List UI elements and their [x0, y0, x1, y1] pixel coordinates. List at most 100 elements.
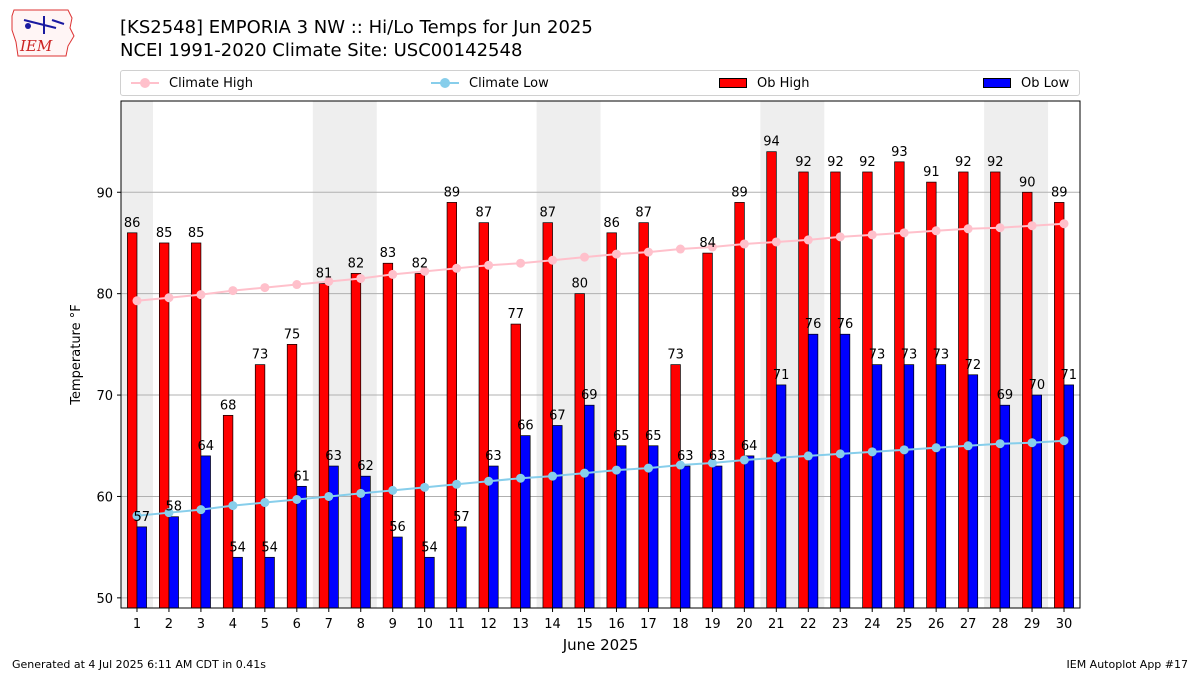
bar-ob-high — [382, 262, 394, 609]
legend-key-climate-high — [131, 76, 159, 90]
x-tick-label: 11 — [448, 617, 465, 632]
bar-value-label: 73 — [252, 348, 269, 363]
climate-high-point — [484, 260, 494, 270]
bar-value-label: 81 — [316, 267, 333, 282]
climate-high-point — [1059, 219, 1069, 229]
climate-high-point — [228, 286, 238, 296]
bar-ob-low — [520, 435, 531, 609]
bar-ob-low — [552, 425, 563, 609]
legend: Climate High Climate Low Ob High Ob Low — [120, 70, 1080, 96]
y-gridlines — [121, 191, 1080, 599]
legend-label: Ob Low — [1021, 75, 1070, 91]
iem-logo: IEM — [11, 9, 75, 57]
bar-value-labels: 86 85 85 68 73 75 81 82 83 82 89 87 77 87 80 86 87 73 84 89… — [124, 135, 1077, 556]
x-axis-label: June 2025 — [562, 636, 639, 654]
bar-value-label: 86 — [603, 216, 620, 231]
bar-value-label: 94 — [763, 135, 780, 150]
bar-value-label: 64 — [741, 439, 758, 454]
climate-high-point — [995, 223, 1005, 233]
x-tick-label: 5 — [261, 617, 269, 632]
bar-value-label: 82 — [348, 256, 365, 271]
generated-timestamp: Generated at 4 Jul 2025 6:11 AM CDT in 0… — [12, 658, 266, 671]
x-tick-label: 23 — [832, 617, 849, 632]
bar-ob-high — [606, 232, 617, 609]
bar-value-label: 71 — [1061, 368, 1078, 383]
bar-value-label: 92 — [955, 155, 972, 170]
climate-high-point — [196, 290, 206, 300]
bar-value-label: 57 — [453, 510, 470, 525]
bar-value-label: 73 — [933, 348, 950, 363]
bar-value-label: 92 — [827, 155, 844, 170]
y-tick-label: 80 — [96, 288, 113, 303]
climate-low-point — [260, 498, 270, 508]
legend-item-climate-high: Climate High — [131, 71, 253, 95]
bar-value-label: 73 — [869, 348, 886, 363]
climate-low-point — [516, 473, 526, 483]
climate-high-point — [739, 239, 749, 249]
bar-value-label: 77 — [508, 307, 525, 322]
bar-ob-low — [903, 364, 915, 609]
x-tick-label: 21 — [768, 617, 785, 632]
bar-value-label: 75 — [284, 327, 301, 342]
climate-high-point — [899, 228, 909, 238]
plot-frame — [120, 100, 1081, 609]
bar-ob-low — [775, 384, 787, 609]
bar-value-label: 87 — [539, 206, 556, 221]
x-tick-label: 8 — [357, 617, 365, 632]
bar-value-label: 65 — [645, 429, 662, 444]
bar-ob-low — [584, 404, 595, 609]
bar-value-label: 65 — [613, 429, 630, 444]
x-tick-label: 10 — [416, 617, 433, 632]
climate-low-point — [771, 453, 781, 463]
x-tick-label: 24 — [864, 617, 881, 632]
x-tick-label: 25 — [896, 617, 913, 632]
bar-value-label: 85 — [156, 226, 173, 241]
climate-low-point — [420, 482, 430, 492]
bar-ob-low — [1063, 384, 1074, 609]
bar-value-label: 63 — [485, 449, 502, 464]
bar-value-label: 90 — [1019, 175, 1036, 190]
legend-key-ob-low — [983, 78, 1011, 88]
bar-ob-high — [958, 171, 969, 609]
climate-high-point — [611, 249, 621, 259]
bar-ob-high — [638, 222, 649, 609]
x-axis-ticks: 1 2 3 4 5 6 7 8 9 10 11 12 13 14 15 16 17 18 19 20 21 22 23 24 2… — [133, 608, 1072, 632]
bar-ob-high — [510, 323, 521, 609]
x-tick-label: 3 — [197, 617, 205, 632]
chart-title: [KS2548] EMPORIA 3 NW :: Hi/Lo Temps for… — [120, 17, 593, 38]
bar-ob-low — [935, 364, 947, 609]
climate-low-point — [484, 476, 494, 486]
climate-low-point — [611, 465, 621, 475]
climate-high-point — [707, 242, 717, 252]
climate-low-point — [995, 439, 1005, 449]
climate-high-point — [867, 230, 877, 240]
bar-ob-low — [328, 465, 339, 609]
bar-ob-high — [670, 364, 681, 609]
climate-high-point — [675, 244, 685, 254]
bar-ob-low — [680, 465, 691, 609]
bar-value-label: 73 — [901, 348, 918, 363]
bars — [127, 151, 1074, 609]
legend-item-ob-high: Ob High — [719, 71, 810, 95]
bar-value-label: 54 — [421, 540, 438, 555]
climate-low-point — [324, 491, 334, 501]
climate-high-point — [548, 255, 558, 265]
climate-low-point — [548, 471, 558, 481]
bar-value-label: 76 — [805, 317, 822, 332]
app-credit: IEM Autoplot App #17 — [1066, 658, 1189, 671]
bar-ob-high — [222, 414, 234, 609]
chart-subtitle: NCEI 1991-2020 Climate Site: USC00142548 — [120, 40, 523, 61]
bar-ob-low — [456, 526, 467, 609]
bar-value-label: 76 — [837, 317, 854, 332]
climate-low-point — [867, 447, 877, 457]
bar-value-label: 69 — [581, 388, 598, 403]
bar-ob-high — [926, 181, 937, 609]
climate-high-point — [835, 232, 845, 242]
climate-high-point — [324, 276, 334, 286]
bar-ob-high — [446, 202, 457, 609]
bar-ob-high — [414, 273, 426, 609]
bar-value-label: 66 — [517, 419, 534, 434]
climate-low-point — [356, 488, 366, 498]
bar-ob-low — [712, 465, 723, 609]
